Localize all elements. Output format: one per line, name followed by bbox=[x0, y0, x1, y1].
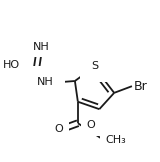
Text: O: O bbox=[55, 124, 63, 134]
Text: Br: Br bbox=[134, 80, 148, 93]
Text: NH: NH bbox=[37, 77, 54, 87]
Text: CH₃: CH₃ bbox=[106, 134, 126, 145]
Text: S: S bbox=[91, 61, 98, 71]
Text: O: O bbox=[87, 120, 95, 130]
Text: HO: HO bbox=[3, 60, 20, 70]
Text: NH: NH bbox=[32, 42, 49, 52]
